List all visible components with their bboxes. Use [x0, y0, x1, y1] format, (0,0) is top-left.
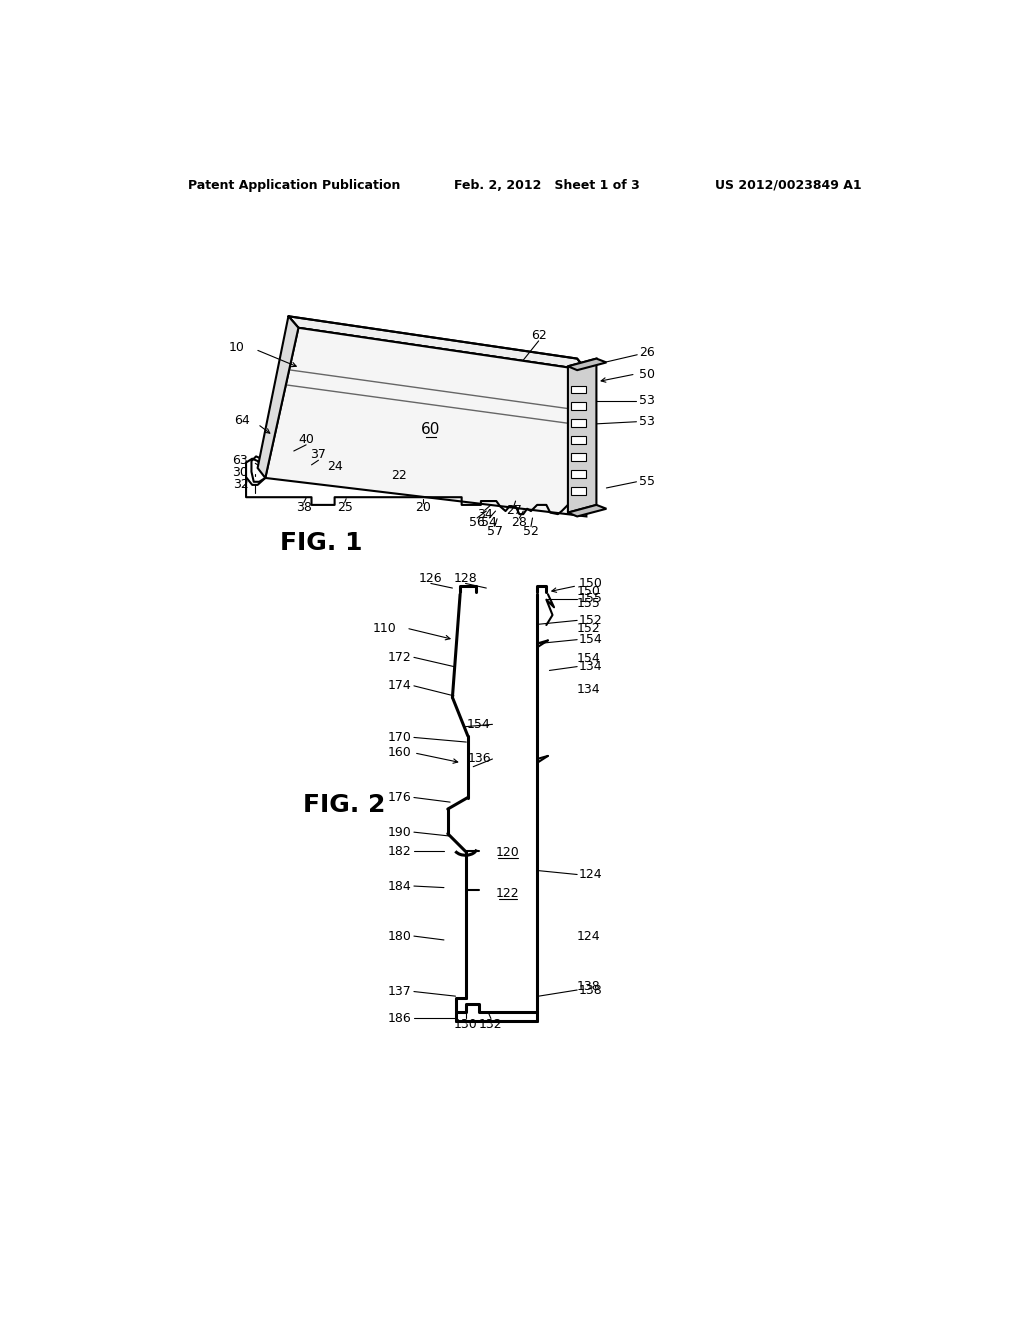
Text: 57: 57: [486, 524, 503, 537]
Polygon shape: [265, 327, 587, 516]
Text: 52: 52: [523, 524, 539, 537]
Text: 154: 154: [578, 652, 601, 665]
Text: 150: 150: [579, 577, 602, 590]
Polygon shape: [568, 359, 606, 370]
Text: FIG. 2: FIG. 2: [303, 793, 386, 817]
FancyBboxPatch shape: [571, 403, 587, 411]
Text: Feb. 2, 2012   Sheet 1 of 3: Feb. 2, 2012 Sheet 1 of 3: [454, 178, 640, 191]
Text: 54: 54: [481, 516, 498, 529]
Text: 180: 180: [388, 929, 412, 942]
Text: 138: 138: [579, 983, 602, 997]
Text: 137: 137: [388, 985, 412, 998]
Text: 62: 62: [530, 329, 547, 342]
Text: 28: 28: [511, 516, 527, 529]
Text: 184: 184: [388, 879, 412, 892]
Text: Patent Application Publication: Patent Application Publication: [188, 178, 400, 191]
Text: 154: 154: [579, 634, 602, 647]
Text: 126: 126: [419, 572, 442, 585]
Text: 10: 10: [228, 341, 245, 354]
Text: 124: 124: [579, 869, 602, 880]
Text: 174: 174: [388, 680, 412, 693]
Text: FIG. 1: FIG. 1: [281, 532, 362, 556]
FancyBboxPatch shape: [571, 385, 587, 393]
Text: 24: 24: [327, 459, 342, 473]
FancyBboxPatch shape: [571, 420, 587, 428]
Text: 37: 37: [310, 449, 327, 462]
Text: 53: 53: [639, 395, 654, 408]
FancyBboxPatch shape: [571, 453, 587, 461]
Text: 155: 155: [578, 597, 601, 610]
Text: 50: 50: [639, 367, 654, 380]
Text: 110: 110: [373, 622, 396, 635]
Text: 64: 64: [234, 413, 250, 426]
Text: 25: 25: [337, 500, 352, 513]
Text: 120: 120: [496, 846, 520, 859]
Text: 182: 182: [388, 845, 412, 858]
Polygon shape: [568, 359, 596, 512]
Text: 186: 186: [388, 1012, 412, 1026]
FancyBboxPatch shape: [571, 437, 587, 444]
Text: 154: 154: [467, 718, 490, 731]
Text: 152: 152: [579, 614, 602, 627]
Text: 26: 26: [639, 346, 654, 359]
FancyBboxPatch shape: [571, 470, 587, 478]
Polygon shape: [258, 317, 298, 478]
Text: 138: 138: [578, 979, 601, 993]
Text: 38: 38: [296, 500, 311, 513]
Polygon shape: [568, 506, 606, 516]
Text: 30: 30: [232, 466, 249, 479]
Text: 56: 56: [469, 516, 485, 529]
Text: 190: 190: [388, 825, 412, 838]
Text: 124: 124: [578, 929, 601, 942]
Text: 152: 152: [578, 622, 601, 635]
Text: 122: 122: [496, 887, 519, 900]
Text: 34: 34: [477, 508, 493, 521]
Text: 155: 155: [579, 593, 602, 606]
Text: 55: 55: [639, 475, 654, 488]
Polygon shape: [289, 317, 587, 370]
Text: 160: 160: [388, 746, 412, 759]
Text: 53: 53: [639, 416, 654, 428]
Text: 150: 150: [578, 585, 601, 598]
Text: 176: 176: [388, 791, 412, 804]
Text: 27: 27: [506, 504, 522, 517]
FancyBboxPatch shape: [571, 487, 587, 495]
Text: 134: 134: [579, 660, 602, 673]
Text: US 2012/0023849 A1: US 2012/0023849 A1: [716, 178, 862, 191]
Text: 32: 32: [232, 478, 249, 491]
Text: 130: 130: [454, 1018, 477, 1031]
Text: 20: 20: [415, 500, 431, 513]
Text: 136: 136: [467, 752, 490, 766]
Text: 63: 63: [232, 454, 249, 467]
Text: 22: 22: [390, 469, 407, 482]
Text: 170: 170: [388, 731, 412, 744]
Text: 40: 40: [298, 433, 314, 446]
Text: 132: 132: [479, 1018, 503, 1031]
Text: 128: 128: [454, 572, 477, 585]
Text: 172: 172: [388, 651, 412, 664]
Text: 134: 134: [578, 684, 601, 696]
Text: 60: 60: [421, 422, 440, 437]
